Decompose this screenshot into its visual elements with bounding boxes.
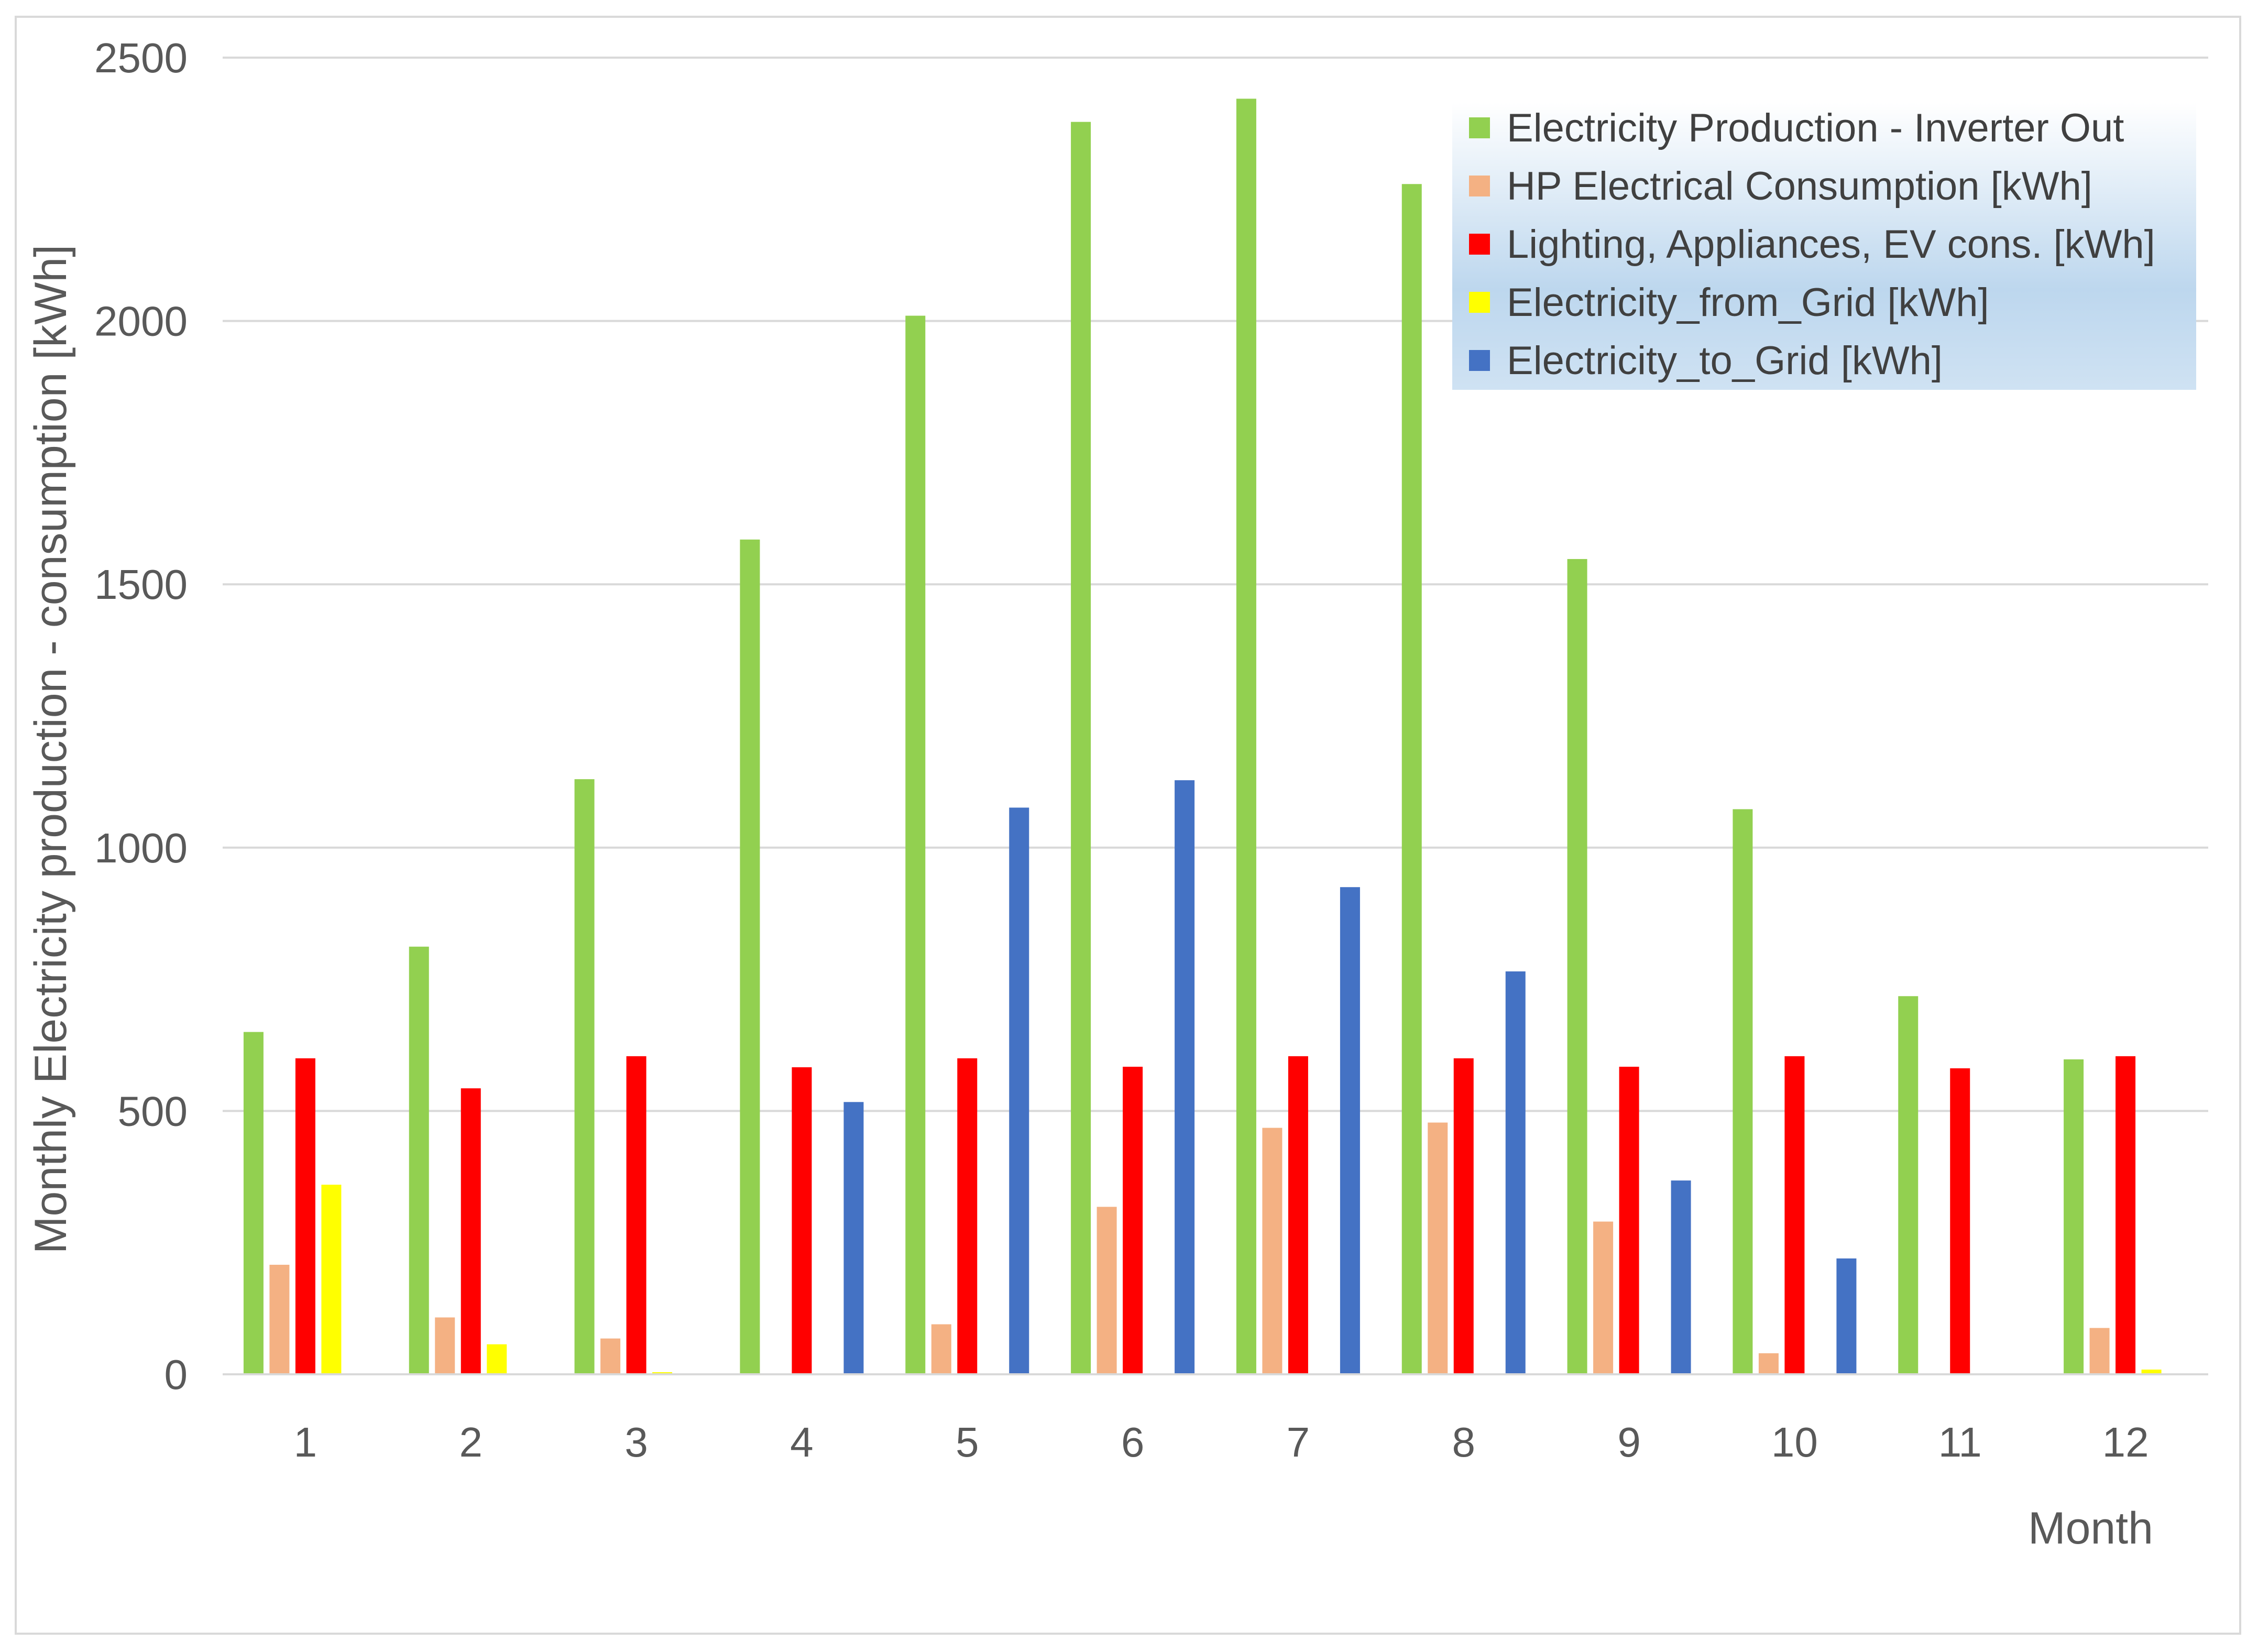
bar <box>2089 1328 2110 1374</box>
y-tick-label: 2500 <box>94 35 188 81</box>
bar <box>1097 1207 1117 1374</box>
legend-label: Lighting, Appliances, EV cons. [kWh] <box>1507 222 2155 267</box>
x-tick-label: 2 <box>459 1419 483 1465</box>
bar <box>905 315 926 1374</box>
bar <box>1593 1221 1614 1374</box>
bar <box>1567 559 1587 1374</box>
y-tick-label: 0 <box>165 1351 188 1398</box>
bar <box>1453 1058 1474 1374</box>
bar <box>243 1032 264 1374</box>
bar <box>1505 971 1526 1374</box>
bar <box>1123 1066 1143 1374</box>
y-tick-label: 2000 <box>94 298 188 345</box>
legend: Electricity Production - Inverter Out HP … <box>1452 103 2196 390</box>
gridlines <box>223 57 2208 1112</box>
bar <box>652 1372 673 1374</box>
bar <box>1262 1128 1283 1374</box>
legend-label: HP Electrical Consumption [kWh] <box>1507 164 2092 209</box>
y-axis-title: Monthly Electricity production - consump… <box>26 245 76 1254</box>
legend-swatch <box>1469 117 1490 138</box>
bar <box>2064 1059 2084 1374</box>
legend-label: Electricity_from_Grid [kWh] <box>1507 280 1989 325</box>
bar <box>600 1338 621 1374</box>
bar <box>1071 122 1091 1375</box>
bar <box>1236 99 1256 1375</box>
bar <box>1898 996 1919 1374</box>
bar <box>487 1344 507 1374</box>
x-tick-label: 9 <box>1617 1419 1641 1465</box>
y-tick-labels: 0 500 1000 1500 2000 2500 <box>94 35 188 1398</box>
legend-swatch <box>1469 292 1490 313</box>
legend-background <box>1452 103 2196 390</box>
x-tick-label: 4 <box>790 1419 814 1465</box>
x-tick-label: 6 <box>1121 1419 1145 1465</box>
x-tick-label: 11 <box>1938 1419 1982 1465</box>
bar <box>1671 1180 1691 1374</box>
x-tick-labels: 1 2 3 4 5 6 7 8 9 10 11 12 <box>294 1419 2149 1465</box>
legend-swatch <box>1469 234 1490 255</box>
bar <box>1009 807 1029 1374</box>
x-tick-label: 8 <box>1452 1419 1476 1465</box>
bar <box>843 1102 864 1374</box>
bar <box>792 1067 812 1374</box>
bar <box>1950 1068 1970 1374</box>
bar <box>957 1058 978 1374</box>
y-tick-label: 1000 <box>94 825 188 871</box>
x-axis-title: Month <box>2028 1503 2153 1553</box>
x-tick-label: 12 <box>2102 1419 2149 1465</box>
bar <box>1288 1056 1308 1374</box>
bar <box>626 1056 646 1374</box>
bar <box>295 1058 315 1374</box>
bar <box>269 1264 290 1374</box>
bar <box>1758 1353 1779 1374</box>
x-tick-label: 3 <box>624 1419 648 1465</box>
legend-label: Electricity Production - Inverter Out <box>1507 106 2124 150</box>
bars <box>243 99 2162 1375</box>
x-tick-label: 7 <box>1287 1419 1310 1465</box>
bar <box>574 779 595 1374</box>
bar <box>409 946 429 1374</box>
y-tick-label: 1500 <box>94 561 188 608</box>
bar <box>1401 184 1422 1374</box>
bar <box>1340 887 1360 1374</box>
bar <box>1784 1056 1805 1374</box>
x-tick-label: 5 <box>956 1419 979 1465</box>
bar <box>435 1317 455 1374</box>
bar <box>2115 1056 2136 1374</box>
legend-swatch <box>1469 176 1490 196</box>
x-tick-label: 10 <box>1771 1419 1818 1465</box>
x-tick-label: 1 <box>294 1419 317 1465</box>
bar <box>1733 809 1753 1374</box>
bar <box>740 539 760 1374</box>
bar <box>1619 1066 1639 1374</box>
bar <box>1836 1258 1857 1374</box>
legend-swatch <box>1469 350 1490 371</box>
legend-label: Electricity_to_Grid [kWh] <box>1507 338 1943 383</box>
bar <box>931 1324 951 1374</box>
bar <box>1428 1122 1448 1374</box>
bar <box>321 1185 342 1374</box>
bar <box>2141 1369 2162 1374</box>
bar <box>1175 780 1195 1374</box>
y-tick-label: 500 <box>118 1088 188 1134</box>
bar <box>461 1088 481 1374</box>
